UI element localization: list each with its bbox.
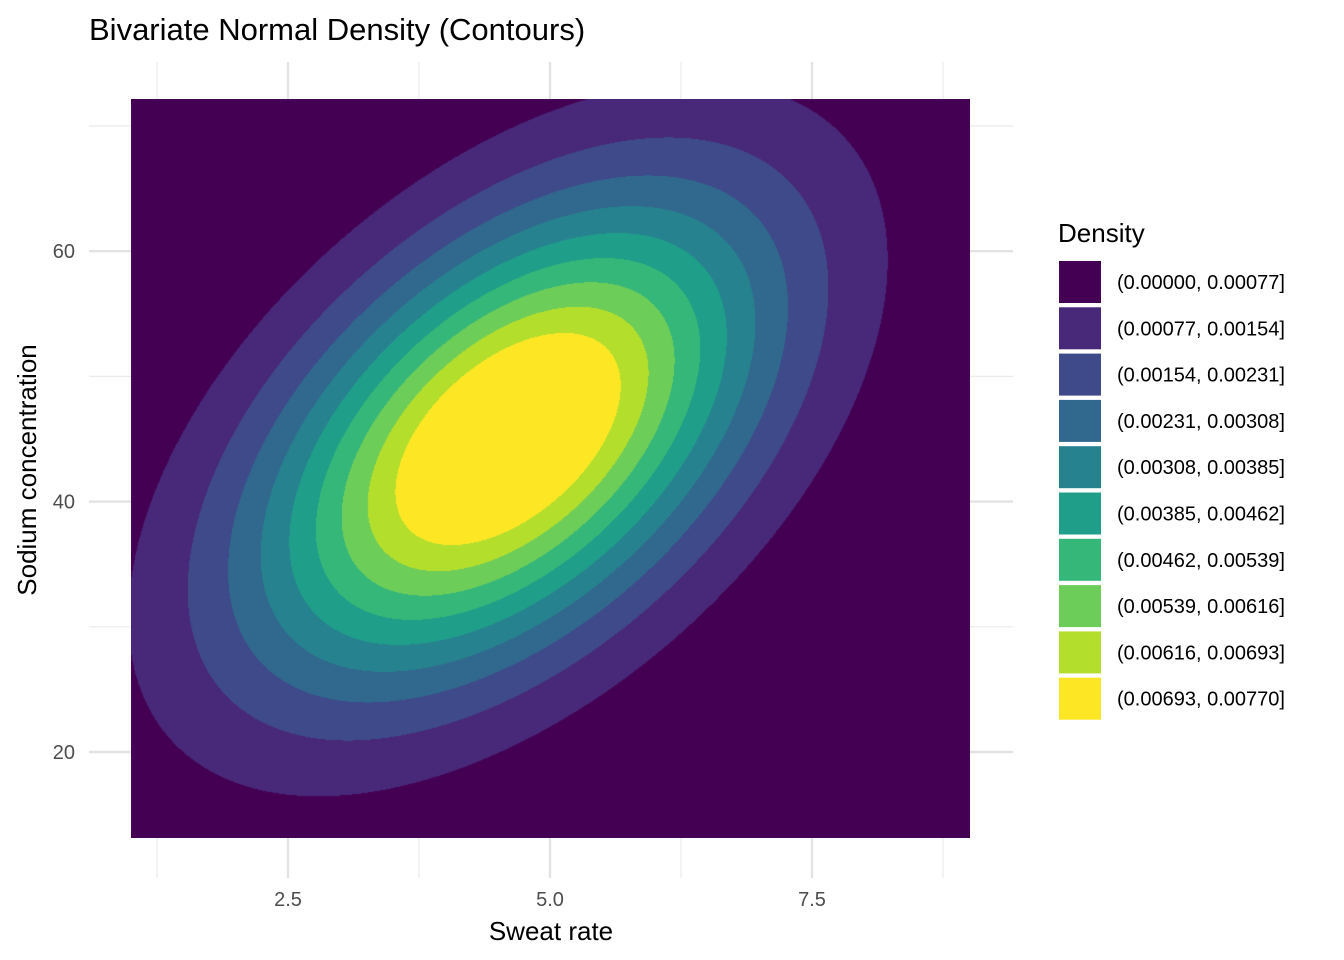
density-contour-fill (131, 99, 970, 838)
y-axis-label: Sodium concentration (12, 344, 42, 595)
legend-label: (0.00231, 0.00308] (1117, 411, 1285, 433)
legend-label: (0.00693, 0.00770] (1117, 689, 1285, 711)
legend-label: (0.00077, 0.00154] (1117, 318, 1285, 340)
legend-swatch (1059, 631, 1101, 674)
y-tick-label: 40 (53, 492, 75, 514)
legend-items: (0.00000, 0.00077] (0.00077, 0.00154] (0.0… (1059, 261, 1285, 720)
legend-swatch (1059, 446, 1101, 489)
x-axis-label: Sweat rate (489, 916, 613, 946)
legend-label: (0.00154, 0.00231] (1117, 365, 1285, 387)
legend-swatch (1059, 353, 1101, 396)
y-tick-label: 60 (53, 241, 75, 263)
legend-label: (0.00000, 0.00077] (1117, 272, 1285, 294)
chart-title: Bivariate Normal Density (Contours) (89, 12, 585, 47)
legend-label: (0.00539, 0.00616] (1117, 596, 1285, 618)
legend-label: (0.00308, 0.00385] (1117, 457, 1285, 479)
legend-swatch (1059, 307, 1101, 350)
y-tick-label: 20 (53, 742, 75, 764)
legend-label: (0.00385, 0.00462] (1117, 504, 1285, 526)
y-tick-labels: 20 40 60 (53, 241, 75, 764)
x-tick-label: 2.5 (274, 889, 302, 911)
contour-layer (131, 99, 970, 838)
legend-swatch (1059, 261, 1101, 303)
legend-title: Density (1058, 218, 1145, 248)
legend: Density (0.00000, 0.00077] (0.00077, 0.00… (1058, 218, 1285, 720)
legend-swatch (1059, 399, 1101, 442)
legend-swatch (1059, 677, 1101, 720)
legend-label: (0.00616, 0.00693] (1117, 642, 1285, 664)
legend-swatch (1059, 538, 1101, 581)
x-tick-label: 5.0 (536, 889, 564, 911)
x-tick-labels: 2.5 5.0 7.5 (274, 889, 826, 911)
legend-swatch (1059, 492, 1101, 535)
x-tick-label: 7.5 (798, 889, 826, 911)
legend-swatch (1059, 585, 1101, 628)
legend-label: (0.00462, 0.00539] (1117, 550, 1285, 572)
